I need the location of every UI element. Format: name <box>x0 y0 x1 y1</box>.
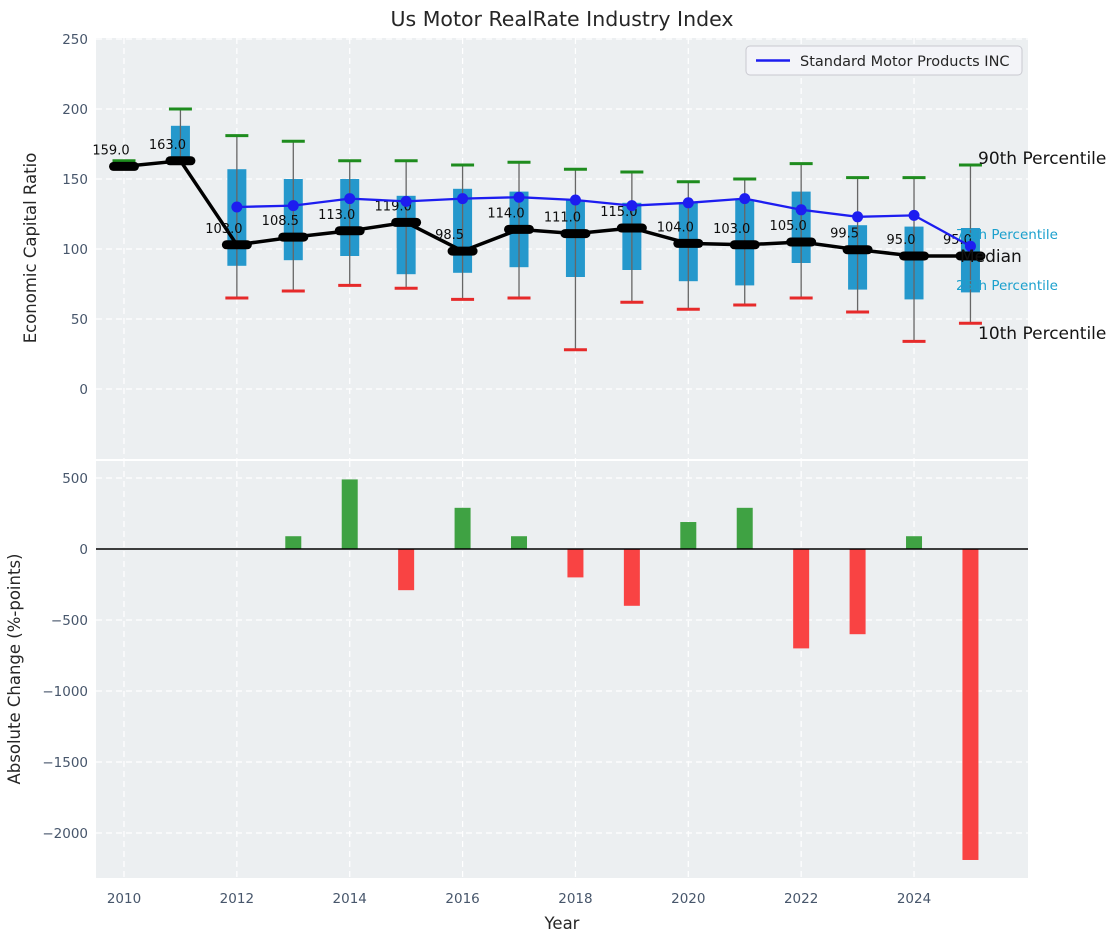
top-y-tick-label: 0 <box>79 382 88 398</box>
x-tick-label: 2012 <box>220 891 254 907</box>
change-bar-positive <box>511 536 527 549</box>
x-tick-label: 2014 <box>333 891 367 907</box>
change-bar-negative <box>624 549 640 606</box>
company-point <box>401 196 412 207</box>
top-y-axis-label: Economic Capital Ratio <box>21 153 40 344</box>
x-tick-label: 2024 <box>897 891 931 907</box>
bottom-y-tick-label: 500 <box>62 471 88 487</box>
median-marker <box>843 245 873 254</box>
change-bar-positive <box>455 508 471 549</box>
top-y-tick-label: 100 <box>62 242 88 258</box>
median-value-label: 95.0 <box>887 233 916 248</box>
change-bar-negative <box>567 549 583 577</box>
change-bar-positive <box>906 536 922 549</box>
median-marker <box>673 239 703 248</box>
company-point <box>626 200 637 211</box>
median-marker <box>335 226 365 235</box>
top-y-tick-label: 50 <box>71 312 88 328</box>
median-marker <box>391 218 421 227</box>
median-value-label: 104.0 <box>657 220 694 235</box>
company-point <box>514 192 525 203</box>
company-point <box>288 200 299 211</box>
median-value-label: 163.0 <box>149 138 186 153</box>
median-marker <box>730 240 760 249</box>
median-value-label: 105.0 <box>770 219 807 234</box>
median-value-label: 114.0 <box>487 206 524 221</box>
median-marker <box>109 162 139 171</box>
median-value-label: 98.5 <box>435 228 464 243</box>
median-marker <box>448 247 478 256</box>
bottom-y-tick-label: −2000 <box>42 826 88 842</box>
bottom-y-tick-label: −1500 <box>42 755 88 771</box>
bottom-y-axis-label: Absolute Change (%-points) <box>5 554 24 785</box>
company-point <box>796 204 807 215</box>
annotation-25th-percentile: 25th Percentile <box>956 278 1058 294</box>
company-point <box>457 193 468 204</box>
change-bar-positive <box>737 508 753 549</box>
x-tick-label: 2022 <box>784 891 818 907</box>
company-point <box>683 197 694 208</box>
top-y-tick-label: 200 <box>62 102 88 118</box>
median-value-label: 103.0 <box>713 222 750 237</box>
x-tick-label: 2018 <box>558 891 592 907</box>
bottom-y-tick-label: −500 <box>51 613 88 629</box>
change-bar-positive <box>680 522 696 549</box>
median-marker <box>222 240 252 249</box>
median-value-label: 111.0 <box>544 211 581 226</box>
bottom-y-tick-label: −1000 <box>42 684 88 700</box>
median-value-label: 113.0 <box>318 208 355 223</box>
median-marker <box>165 156 195 165</box>
median-value-label: 103.0 <box>205 222 242 237</box>
company-point <box>739 193 750 204</box>
change-bar-negative <box>962 549 978 860</box>
median-value-label: 159.0 <box>92 143 129 158</box>
top-y-tick-label: 250 <box>62 32 88 48</box>
change-bar-positive <box>342 479 358 549</box>
change-bar-positive <box>285 536 301 549</box>
median-marker <box>899 252 929 261</box>
annotation-10th-percentile: 10th Percentile <box>978 324 1106 344</box>
change-bar-negative <box>793 549 809 648</box>
chart-title: Us Motor RealRate Industry Index <box>391 7 734 31</box>
bottom-plot-background <box>96 461 1028 878</box>
median-marker <box>786 238 816 247</box>
median-value-label: 99.5 <box>830 227 859 242</box>
annotation-median: Median <box>960 247 1022 267</box>
x-tick-label: 2016 <box>445 891 479 907</box>
legend-label: Standard Motor Products INC <box>800 54 1010 70</box>
bottom-y-tick-label: 0 <box>79 542 88 558</box>
annotation-75th-percentile: 75th Percentile <box>956 227 1058 243</box>
company-point <box>852 211 863 222</box>
company-point <box>909 210 920 221</box>
median-marker <box>504 225 534 234</box>
change-bar-negative <box>398 549 414 590</box>
industry-index-chart: 159.0163.0103.0108.5113.0119.098.5114.01… <box>0 0 1114 942</box>
annotation-90th-percentile: 90th Percentile <box>978 149 1106 169</box>
median-marker <box>278 233 308 242</box>
median-marker <box>617 224 647 233</box>
company-point <box>231 202 242 213</box>
median-marker <box>560 229 590 238</box>
x-tick-label: 2020 <box>671 891 705 907</box>
top-y-tick-label: 150 <box>62 172 88 188</box>
x-tick-label: 2010 <box>107 891 141 907</box>
change-bar-negative <box>850 549 866 634</box>
figure: 159.0163.0103.0108.5113.0119.098.5114.01… <box>0 0 1114 942</box>
x-axis-label: Year <box>544 914 580 933</box>
legend: Standard Motor Products INC <box>746 46 1022 75</box>
median-value-label: 108.5 <box>262 214 299 229</box>
company-point <box>570 195 581 206</box>
company-point <box>344 193 355 204</box>
